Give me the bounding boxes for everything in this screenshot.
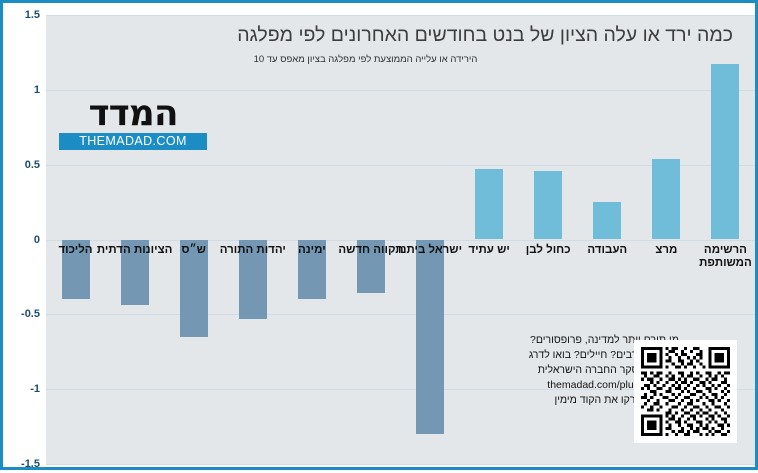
bar[interactable] — [416, 239, 445, 435]
y-axis-tick-label: -0.5 — [21, 308, 40, 321]
bar-category-label: יהדות התורה — [219, 243, 286, 256]
bar-category-label: ישראל ביתנו — [398, 243, 463, 256]
bar-category-label: הליכוד — [58, 243, 93, 256]
bar-category-label: יש עתיד — [468, 243, 510, 256]
gridline — [46, 314, 755, 316]
bar[interactable] — [179, 239, 208, 337]
page-title: כמה ירד או עלה הציון של בנט בחודשים האחר… — [237, 24, 733, 46]
bar-group[interactable]: הרשימה המשותפת — [696, 15, 755, 464]
promo-url[interactable]: themadad.com/pluralism — [547, 378, 662, 391]
bar-group[interactable]: כחול לבן — [519, 15, 578, 464]
bar-category-label: הרשימה המשותפת — [699, 243, 752, 270]
bar-group[interactable]: ש״ס — [164, 15, 223, 464]
bar[interactable] — [475, 169, 504, 240]
bar[interactable] — [61, 239, 90, 300]
gridline — [46, 389, 755, 391]
chart-subtitle: הירידה או עלייה הממוצעת לפי מפלגה בציון … — [253, 54, 478, 66]
bar-group[interactable]: תקווה חדשה — [338, 15, 404, 464]
y-axis: 1.5 1 0.5 0 -0.5 -1 -1.5 — [3, 3, 46, 473]
bar-category-label: מרצ — [655, 243, 678, 256]
bar-group[interactable]: העבודה — [578, 15, 637, 464]
plot-area: הליכוד הציונות הדתית ש״ס יהדות התורה ימינה תק… — [46, 15, 755, 465]
bar[interactable] — [238, 239, 267, 319]
bar-category-label: הציונות הדתית — [96, 243, 173, 256]
bar[interactable] — [593, 202, 622, 240]
gridline — [46, 89, 755, 91]
bar-group[interactable]: ימינה — [282, 15, 341, 464]
y-axis-tick-label: 1 — [33, 83, 40, 96]
bar-category-label: תקווה חדשה — [338, 243, 404, 256]
bar[interactable] — [534, 170, 563, 240]
bar-group[interactable]: הליכוד — [46, 15, 105, 464]
logo: המדד THEMADAD.COM — [59, 93, 207, 151]
gridline — [46, 464, 755, 465]
title-block: כמה ירד או עלה הציון של בנט בחודשים האחר… — [46, 15, 755, 65]
bar-group[interactable]: מרצ — [637, 15, 696, 464]
y-axis-tick-label: -1.5 — [21, 458, 40, 470]
logo-url-banner: THEMADAD.COM — [59, 133, 207, 151]
bar-category-label: ימינה — [297, 243, 326, 256]
bar-group[interactable]: ישראל ביתנו — [398, 15, 462, 464]
bar-group[interactable]: יהדות התורה — [220, 15, 286, 464]
qr-code-container — [634, 340, 737, 443]
bar-category-label: ש״ס — [181, 243, 206, 256]
promo-line-5: או סרקו את הקוד מימין — [554, 393, 655, 406]
logo-wordmark: המדד — [88, 93, 178, 134]
bar-category-label: העבודה — [587, 243, 628, 256]
gridline — [46, 15, 755, 16]
bar[interactable] — [297, 239, 326, 300]
y-axis-tick-label: 0.5 — [24, 158, 40, 171]
qr-code-icon — [641, 347, 730, 436]
bar-group[interactable]: הציונות הדתית — [97, 15, 172, 464]
gridline — [46, 239, 755, 241]
gridline — [46, 164, 755, 166]
bar[interactable] — [120, 239, 149, 306]
bar-category-label: כחול לבן — [525, 243, 571, 256]
y-axis-tick-label: -1 — [30, 383, 40, 396]
bar-series: הליכוד הציונות הדתית ש״ס יהדות התורה ימינה תק… — [46, 15, 755, 464]
bar[interactable] — [356, 239, 385, 294]
bar[interactable] — [652, 158, 681, 240]
y-axis-tick-label: 1.5 — [24, 9, 40, 21]
bar-group[interactable]: יש עתיד — [460, 15, 519, 464]
bar[interactable] — [711, 64, 740, 240]
y-axis-tick-label: 0 — [33, 233, 40, 246]
